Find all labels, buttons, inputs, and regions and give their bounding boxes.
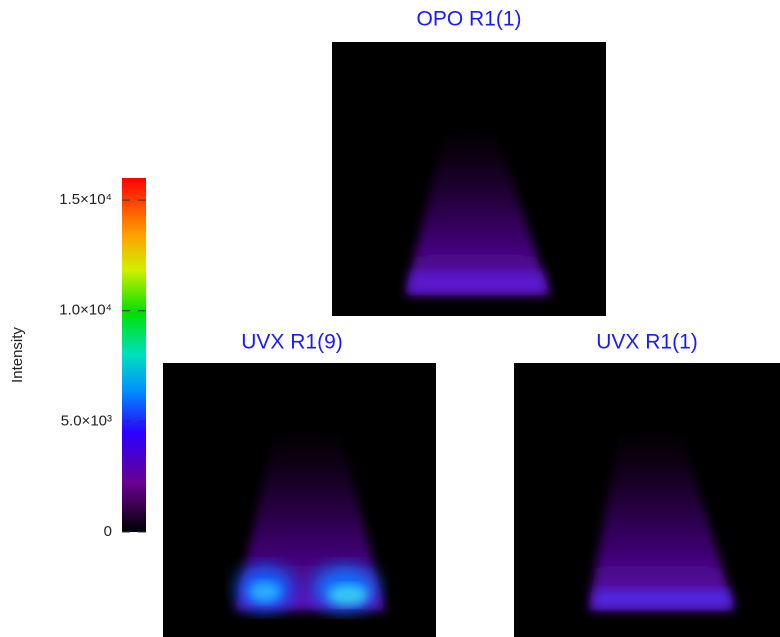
colorbar-label: Intensity [9,327,26,383]
panel-title: UVX R1(9) [241,331,343,354]
image-panel [163,363,436,637]
colorbar-tick-label: 1.5×10⁴ [59,191,112,208]
colorbar [122,178,146,532]
image-panel [514,363,780,637]
panel-title: OPO R1(1) [416,8,521,31]
image-panel [332,42,606,316]
colorbar-tick-label: 5.0×10³ [61,412,112,429]
colorbar-tick-label: 0 [104,523,112,540]
colorbar-ticks: 0 5.0×10³ 1.0×10⁴ 1.5×10⁴ [59,191,146,540]
panel-title: UVX R1(1) [596,331,698,354]
colorbar-tick-label: 1.0×10⁴ [59,302,112,319]
